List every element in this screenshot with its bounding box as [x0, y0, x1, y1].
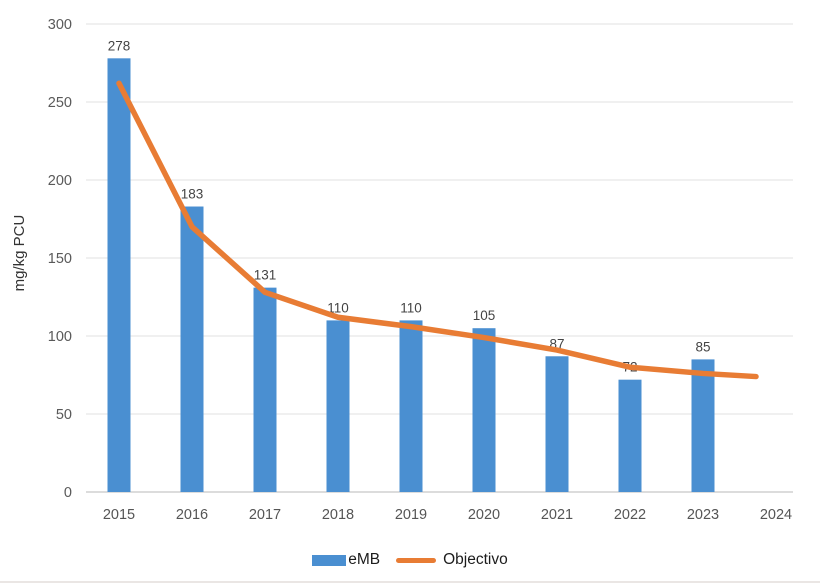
- bar-emb-2019: [399, 320, 423, 492]
- x-tick-label: 2024: [760, 507, 792, 523]
- legend-label-emb: eMB: [348, 551, 381, 568]
- y-axis-title: mg/kg PCU: [11, 215, 28, 292]
- y-tick-label: 50: [56, 407, 72, 423]
- y-tick-label: 200: [48, 173, 72, 189]
- x-tick-label: 2022: [614, 507, 646, 523]
- y-tick-label: 300: [48, 17, 72, 33]
- bar-emb-2016: [180, 206, 204, 492]
- bottom-border-line: [0, 581, 820, 583]
- bar-emb-2018: [326, 320, 350, 492]
- bar-emb-2020: [472, 328, 496, 492]
- chart-legend: eMB Objectivo: [0, 546, 820, 574]
- objectivo-line: [116, 80, 759, 380]
- bar-emb-2017: [253, 287, 277, 492]
- y-tick-label: 100: [48, 329, 72, 345]
- bar-line-chart-canvas: mg/kg PCU 0 50 100 150 200 250 300 278 183 131 110…: [11, 17, 793, 523]
- x-tick-label: 2019: [395, 507, 427, 523]
- y-tick-label: 150: [48, 251, 72, 267]
- x-tick-label: 2017: [249, 507, 281, 523]
- bar-value-label: 131: [254, 268, 277, 283]
- legend-item-emb: eMB: [312, 551, 380, 569]
- x-tick-label: 2016: [176, 507, 208, 523]
- y-tick-label: 0: [64, 485, 72, 501]
- bar-value-label: 110: [400, 300, 422, 315]
- legend-swatch-emb-bar-icon: [312, 554, 347, 566]
- bar-value-label: 183: [181, 187, 204, 202]
- bar-value-label: 110: [327, 300, 349, 315]
- bar-value-label: 105: [473, 308, 496, 323]
- bar-emb-2023: [691, 359, 715, 492]
- bar-value-label: 278: [108, 38, 131, 53]
- y-tick-label: 250: [48, 95, 72, 111]
- x-tick-label: 2023: [687, 507, 719, 523]
- bar-emb-2021: [545, 356, 569, 492]
- x-tick-label: 2018: [322, 507, 354, 523]
- legend-swatch-objectivo-line-icon: [396, 557, 437, 563]
- x-tick-label: 2021: [541, 507, 573, 523]
- legend-item-objectivo: Objectivo: [396, 551, 508, 569]
- legend-label-objectivo: Objectivo: [443, 551, 508, 568]
- x-tick-label: 2015: [103, 507, 135, 523]
- bar-emb-2022: [618, 379, 642, 492]
- bar-value-label: 85: [695, 339, 710, 354]
- x-tick-label: 2020: [468, 507, 500, 523]
- bar-emb-2015: [107, 58, 131, 492]
